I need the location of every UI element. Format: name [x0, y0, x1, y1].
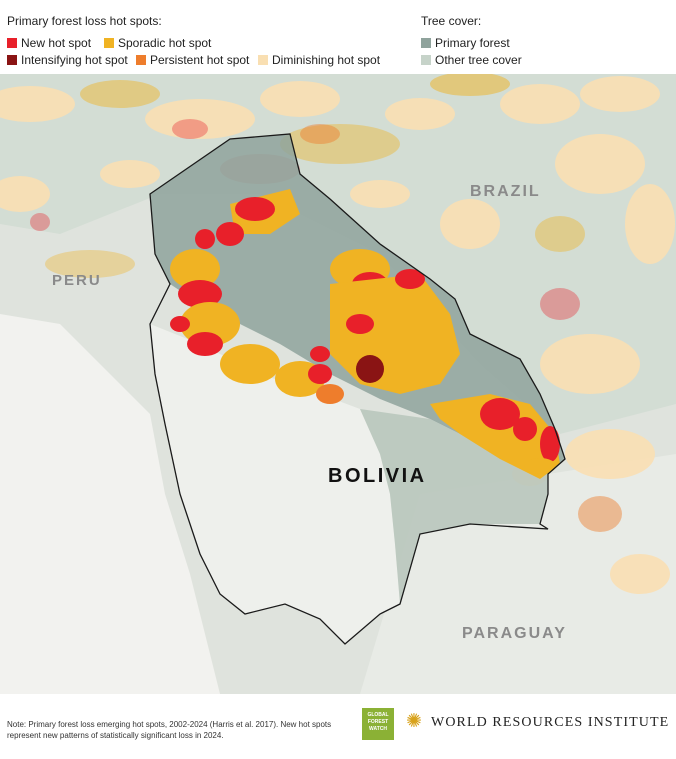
global-forest-watch-logo: GLOBAL FOREST WATCH — [362, 708, 394, 740]
legend-item-sporadic-hot-spot: Sporadic hot spot — [104, 36, 211, 50]
wri-emblem-icon: ✺ — [406, 711, 422, 732]
diminishing-hot-spot-swatch — [258, 55, 268, 65]
map-panel: PERU BRAZIL BOLIVIA PARAGUAY — [0, 74, 676, 694]
legend-item-primary-forest: Primary forest — [421, 36, 510, 50]
paraguay-label: PARAGUAY — [462, 625, 567, 642]
legend-item-intensifying-hot-spot: Intensifying hot spot — [7, 53, 128, 67]
new-hot-spot-swatch — [7, 38, 17, 48]
footer: Note: Primary forest loss emerging hot s… — [0, 694, 676, 759]
legend-item-persistent-hot-spot: Persistent hot spot — [136, 53, 249, 67]
intensifying-hot-spot-swatch — [7, 55, 17, 65]
bolivia-border — [149, 133, 566, 645]
bolivia-label: BOLIVIA — [328, 465, 427, 487]
bolivia-hotspots — [170, 189, 560, 479]
legend-label: Primary forest — [435, 36, 510, 50]
legend-label: Other tree cover — [435, 53, 522, 67]
legend-label: Intensifying hot spot — [21, 53, 128, 67]
peru-label: PERU — [52, 272, 102, 289]
bolivia-highlands — [150, 324, 400, 644]
legend-label: Persistent hot spot — [150, 53, 250, 67]
legend-item-diminishing-hot-spot: Diminishing hot spot — [258, 53, 380, 67]
hotspots-legend-title: Primary forest loss hot spots: — [7, 14, 162, 28]
primary-forest-swatch — [421, 38, 431, 48]
western-light-area — [0, 314, 220, 694]
legend-item-new-hot-spot: New hot spot — [7, 36, 91, 50]
external-hotspots — [0, 74, 675, 594]
legend-item-other-tree-cover: Other tree cover — [421, 53, 522, 67]
other-tree-cover-swatch — [421, 55, 431, 65]
sporadic-hot-spot-swatch — [104, 38, 114, 48]
persistent-hot-spot-swatch — [136, 55, 146, 65]
legend-label: New hot spot — [21, 36, 92, 50]
map-legend: Primary forest loss hot spots: New hot s… — [0, 0, 676, 74]
tree-cover-legend-title: Tree cover: — [421, 14, 482, 28]
brazil-label: BRAZIL — [470, 183, 541, 200]
legend-label: Diminishing hot spot — [272, 53, 381, 67]
wri-wordmark: WORLD RESOURCES INSTITUTE — [431, 715, 670, 730]
source-note: Note: Primary forest loss emerging hot s… — [7, 720, 332, 740]
other-tree-cover-region — [0, 74, 676, 434]
map-svg: PERU BRAZIL BOLIVIA PARAGUAY — [0, 74, 676, 694]
legend-label: Sporadic hot spot — [118, 36, 212, 50]
